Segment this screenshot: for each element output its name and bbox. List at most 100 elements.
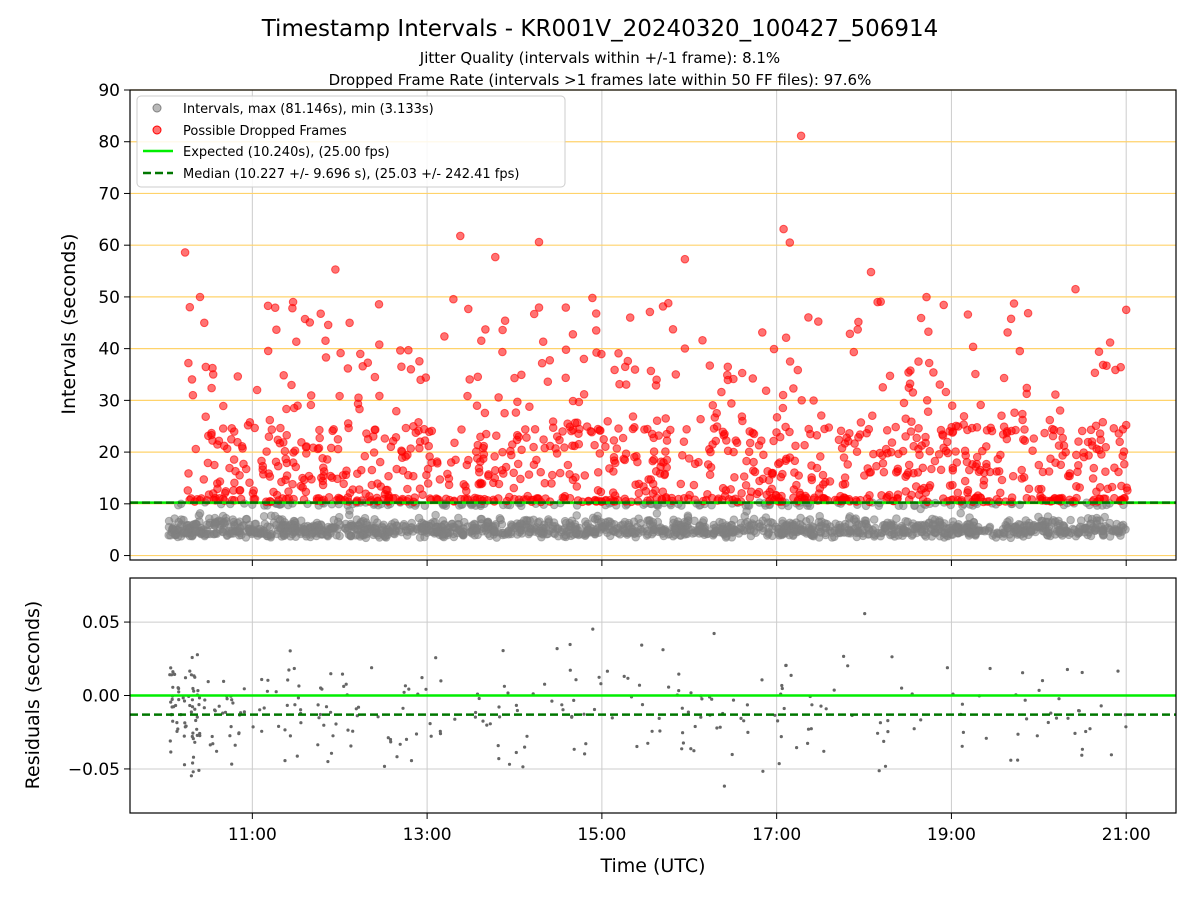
dropped-frame-point bbox=[218, 424, 228, 433]
dropped-frame-point bbox=[878, 383, 888, 392]
residual-point bbox=[572, 698, 576, 703]
dropped-frame-point bbox=[1058, 433, 1067, 443]
dropped-frame-point bbox=[651, 381, 661, 390]
dropped-frame-point bbox=[882, 426, 892, 435]
dropped-frame-point bbox=[968, 342, 978, 352]
dropped-frame-point bbox=[421, 373, 431, 382]
dropped-frame-point bbox=[785, 427, 794, 437]
dropped-frame-point bbox=[812, 431, 822, 440]
residual-point bbox=[318, 712, 322, 717]
dropped-frame-point bbox=[547, 479, 556, 488]
residual-point bbox=[1037, 688, 1041, 693]
dropped-frame-point bbox=[963, 310, 973, 319]
dropped-frame-point bbox=[490, 452, 499, 461]
residual-point bbox=[286, 678, 290, 682]
interval-point bbox=[886, 521, 896, 531]
interval-point bbox=[315, 523, 324, 532]
dropped-frame-point bbox=[588, 293, 597, 303]
residual-point bbox=[890, 655, 894, 659]
dropped-frame-point bbox=[1103, 484, 1113, 494]
dropped-frame-point bbox=[611, 458, 620, 468]
dropped-frame-point bbox=[530, 425, 540, 434]
dropped-frame-point bbox=[287, 380, 296, 390]
dropped-frame-point bbox=[321, 336, 330, 346]
residuals-panel: −0.05 0.00 0.05 11:00 13:00 15:00 17:00 19:00 21… bbox=[22, 577, 1177, 877]
interval-point bbox=[743, 517, 752, 527]
dropped-frame-point bbox=[422, 470, 431, 480]
dropped-frame-point bbox=[741, 481, 751, 490]
dropped-frame-point bbox=[866, 467, 876, 477]
interval-point bbox=[768, 531, 777, 541]
residual-point bbox=[188, 703, 192, 708]
interval-point bbox=[202, 520, 211, 530]
residual-point bbox=[170, 705, 174, 709]
residual-point bbox=[514, 703, 519, 708]
dropped-frame-point bbox=[1044, 467, 1054, 476]
dropped-frame-point bbox=[213, 484, 222, 494]
dropped-frame-point bbox=[450, 438, 459, 448]
residual-point bbox=[574, 678, 578, 682]
residual-point bbox=[779, 735, 783, 739]
dropped-frame-point bbox=[1088, 441, 1097, 450]
dropped-frame-point bbox=[712, 408, 722, 418]
dropped-frame-point bbox=[924, 358, 934, 368]
dropped-frame-point bbox=[282, 430, 292, 440]
residual-point bbox=[680, 747, 684, 751]
dropped-frame-point bbox=[911, 482, 921, 491]
dropped-frame-point bbox=[333, 444, 343, 454]
dropped-frame-point bbox=[705, 444, 714, 454]
residual-point bbox=[1066, 716, 1070, 720]
dropped-frame-point bbox=[210, 493, 220, 503]
dropped-frame-point bbox=[1045, 415, 1055, 425]
dropped-frame-point bbox=[306, 400, 316, 410]
dropped-frame-point bbox=[975, 465, 985, 475]
dropped-frame-point bbox=[620, 362, 630, 372]
residuals-ticks: −0.05 0.00 0.05 11:00 13:00 15:00 17:00 19:00 21… bbox=[68, 613, 1151, 845]
residual-point bbox=[561, 708, 565, 712]
dropped-frame-point bbox=[1055, 406, 1065, 415]
residual-point bbox=[193, 707, 197, 711]
dropped-frame-point bbox=[290, 446, 300, 456]
residual-point bbox=[231, 701, 235, 705]
dropped-frame-point bbox=[876, 297, 886, 307]
dropped-frame-point bbox=[632, 451, 641, 461]
interval-point bbox=[789, 527, 799, 537]
residual-point bbox=[746, 730, 750, 735]
interval-point bbox=[620, 526, 630, 535]
dropped-frame-point bbox=[614, 349, 623, 358]
dropped-frame-point bbox=[814, 317, 823, 326]
dropped-frame-point bbox=[899, 398, 909, 408]
residual-point bbox=[404, 737, 409, 742]
dropped-frame-point bbox=[370, 372, 380, 382]
dropped-frame-point bbox=[498, 447, 507, 457]
residual-point bbox=[761, 769, 765, 773]
dropped-frame-point bbox=[778, 390, 788, 400]
residual-point bbox=[169, 666, 173, 670]
residual-point bbox=[1040, 679, 1045, 683]
dropped-frame-point bbox=[682, 425, 691, 434]
residual-point bbox=[572, 747, 576, 751]
residual-point bbox=[349, 744, 353, 748]
dropped-frame-point bbox=[599, 435, 609, 444]
dropped-frame-point bbox=[978, 446, 987, 456]
dropped-frame-point bbox=[481, 325, 490, 334]
dropped-frame-point bbox=[187, 375, 197, 384]
residual-point bbox=[242, 710, 246, 714]
dropped-frame-point bbox=[922, 292, 931, 302]
intervals-axes-frame bbox=[129, 89, 1177, 561]
dropped-frame-point bbox=[484, 471, 493, 481]
residual-point bbox=[324, 705, 329, 709]
residual-point bbox=[689, 691, 693, 695]
dropped-frame-point bbox=[744, 447, 754, 457]
dropped-frame-point bbox=[529, 309, 539, 319]
residual-point bbox=[882, 739, 886, 744]
dropped-frame-point bbox=[1019, 435, 1028, 444]
residual-point bbox=[819, 704, 823, 708]
dropped-frame-point bbox=[628, 412, 638, 421]
dropped-frame-point bbox=[388, 436, 398, 446]
interval-point bbox=[791, 518, 801, 527]
dropped-frame-point bbox=[1029, 434, 1039, 443]
residual-point bbox=[424, 687, 428, 691]
residual-point bbox=[809, 727, 813, 731]
dropped-frame-point bbox=[914, 444, 923, 454]
